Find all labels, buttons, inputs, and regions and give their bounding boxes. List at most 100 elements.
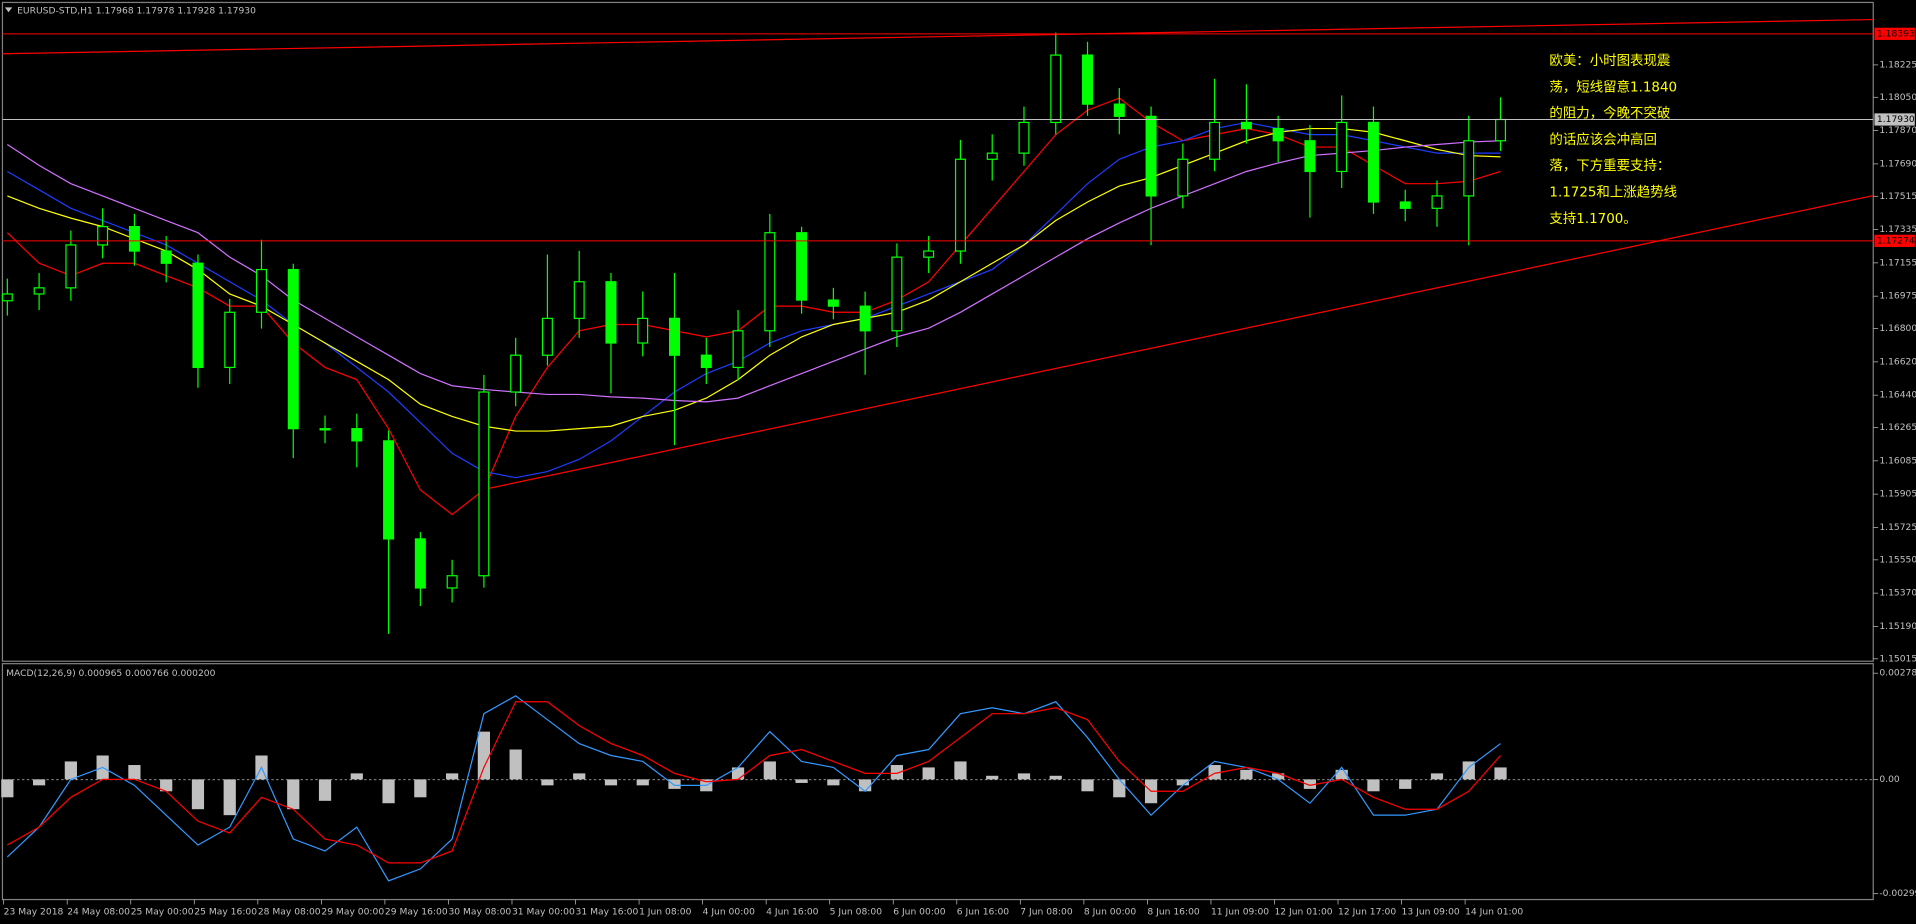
y-tick-label: 1.18225 — [1879, 59, 1916, 70]
candle-body — [541, 317, 553, 356]
candle-body — [1399, 201, 1411, 209]
annotation: 的话应该会冲高回 — [1549, 131, 1657, 148]
histogram-bar — [922, 767, 935, 780]
candle-body — [33, 287, 45, 295]
candle-body — [224, 311, 236, 369]
candle-body — [1082, 54, 1094, 105]
candle-body — [1018, 121, 1030, 154]
candle-body — [192, 262, 204, 369]
annotation: 支持1.1700。 — [1549, 211, 1636, 227]
y-tick-label: 1.17690 — [1879, 158, 1916, 169]
histogram-bar — [350, 773, 363, 780]
x-tick-label: 28 May 08:00 — [258, 906, 321, 917]
y-tick-label: 1.15725 — [1879, 522, 1916, 533]
histogram-bar — [1240, 769, 1253, 780]
candle-body — [637, 317, 649, 344]
histogram-bar — [573, 773, 586, 780]
candle-body — [1050, 54, 1062, 124]
candle-body — [669, 317, 681, 356]
histogram-bar — [191, 779, 205, 810]
candle-body — [97, 226, 109, 246]
x-tick-label: 23 May 2018 — [4, 906, 64, 917]
candle-body — [859, 305, 871, 332]
annotation: 1.1725和上涨趋势线 — [1549, 184, 1677, 200]
x-tick-label: 30 May 08:00 — [448, 906, 511, 917]
y-tick-label: 1.16975 — [1879, 291, 1916, 302]
x-tick-label: 4 Jun 00:00 — [703, 906, 756, 917]
histogram-bar — [382, 779, 395, 804]
candle-body — [1463, 140, 1475, 197]
y-tick-label: 1.17335 — [1879, 224, 1916, 235]
histogram-bar — [509, 749, 522, 780]
histogram-bar — [1, 779, 14, 798]
y-tick-label: 1.15015 — [1879, 653, 1916, 664]
histogram-bar — [1399, 779, 1412, 789]
histogram-bar — [890, 765, 904, 780]
histogram-bar — [287, 779, 300, 810]
histogram-bar — [731, 767, 745, 780]
x-tick-label: 5 Jun 08:00 — [830, 906, 883, 917]
candle-body — [510, 354, 522, 393]
candle-body — [128, 226, 140, 252]
candle-body — [1431, 195, 1443, 209]
x-tick-label: 29 May 00:00 — [321, 906, 384, 917]
histogram-bar — [128, 765, 141, 780]
candle-body — [1495, 118, 1507, 142]
histogram-bar — [1430, 773, 1444, 780]
candle-body — [383, 440, 395, 540]
candle-body — [573, 281, 585, 319]
histogram-bar — [1113, 779, 1126, 798]
candle-body — [446, 575, 458, 589]
x-tick-label: 7 Jun 08:00 — [1020, 906, 1073, 917]
x-tick-label: 24 May 08:00 — [67, 906, 130, 917]
histogram-bar — [986, 775, 999, 780]
y-tick-label: 0.00 — [1879, 774, 1900, 785]
candle-body — [414, 538, 426, 589]
macd-title: MACD(12,26,9) 0.000965 0.000766 0.000200 — [6, 668, 215, 679]
histogram-bar — [1494, 767, 1507, 780]
y-tick-label: 1.15905 — [1879, 489, 1916, 500]
price-label: 1.18393 — [1877, 28, 1915, 39]
histogram-bar — [1017, 773, 1031, 780]
histogram-bar — [318, 779, 332, 801]
y-tick-label: 1.16440 — [1879, 390, 1916, 401]
y-tick-label: 1.17515 — [1879, 191, 1916, 202]
candle-body — [764, 232, 776, 332]
candle-body — [827, 299, 839, 307]
candle-body — [1, 293, 13, 302]
x-tick-label: 25 May 16:00 — [194, 906, 257, 917]
y-tick-label: -0.002998 — [1879, 888, 1916, 899]
histogram-bar — [954, 761, 967, 780]
price-label: 1.17274 — [1877, 235, 1915, 246]
price-label-box — [1874, 27, 1915, 40]
x-tick-label: 4 Jun 16:00 — [766, 906, 819, 917]
y-tick-label: 1.15550 — [1879, 554, 1916, 565]
candle-body — [65, 244, 77, 289]
candle-body — [1113, 103, 1125, 117]
price-label-box — [1874, 113, 1915, 126]
candle-body — [1304, 140, 1316, 173]
trend-line — [486, 194, 1874, 490]
macd-line — [6, 695, 1501, 882]
candle-body — [351, 428, 363, 442]
candle-body — [954, 158, 966, 252]
histogram-bar — [32, 779, 46, 786]
histogram-bar — [160, 779, 173, 792]
candle-body — [478, 391, 490, 577]
histogram-bar — [446, 773, 459, 780]
y-tick-label: 1.16620 — [1879, 356, 1916, 367]
histogram-bar — [1049, 775, 1062, 780]
price-label: 1.17930 — [1877, 114, 1915, 125]
histogram-bar — [795, 779, 808, 783]
x-tick-label: 29 May 16:00 — [385, 906, 448, 917]
candle-body — [319, 428, 331, 431]
menu-icon[interactable] — [4, 7, 13, 13]
histogram-bar — [223, 779, 236, 816]
price-label-box — [1874, 234, 1915, 247]
annotation: 荡，短线留意1.1840 — [1549, 78, 1677, 95]
x-tick-label: 6 Jun 16:00 — [957, 906, 1010, 917]
annotation: 的阻力，今晚不突破 — [1549, 106, 1670, 122]
y-tick-label: 1.15370 — [1879, 588, 1916, 599]
